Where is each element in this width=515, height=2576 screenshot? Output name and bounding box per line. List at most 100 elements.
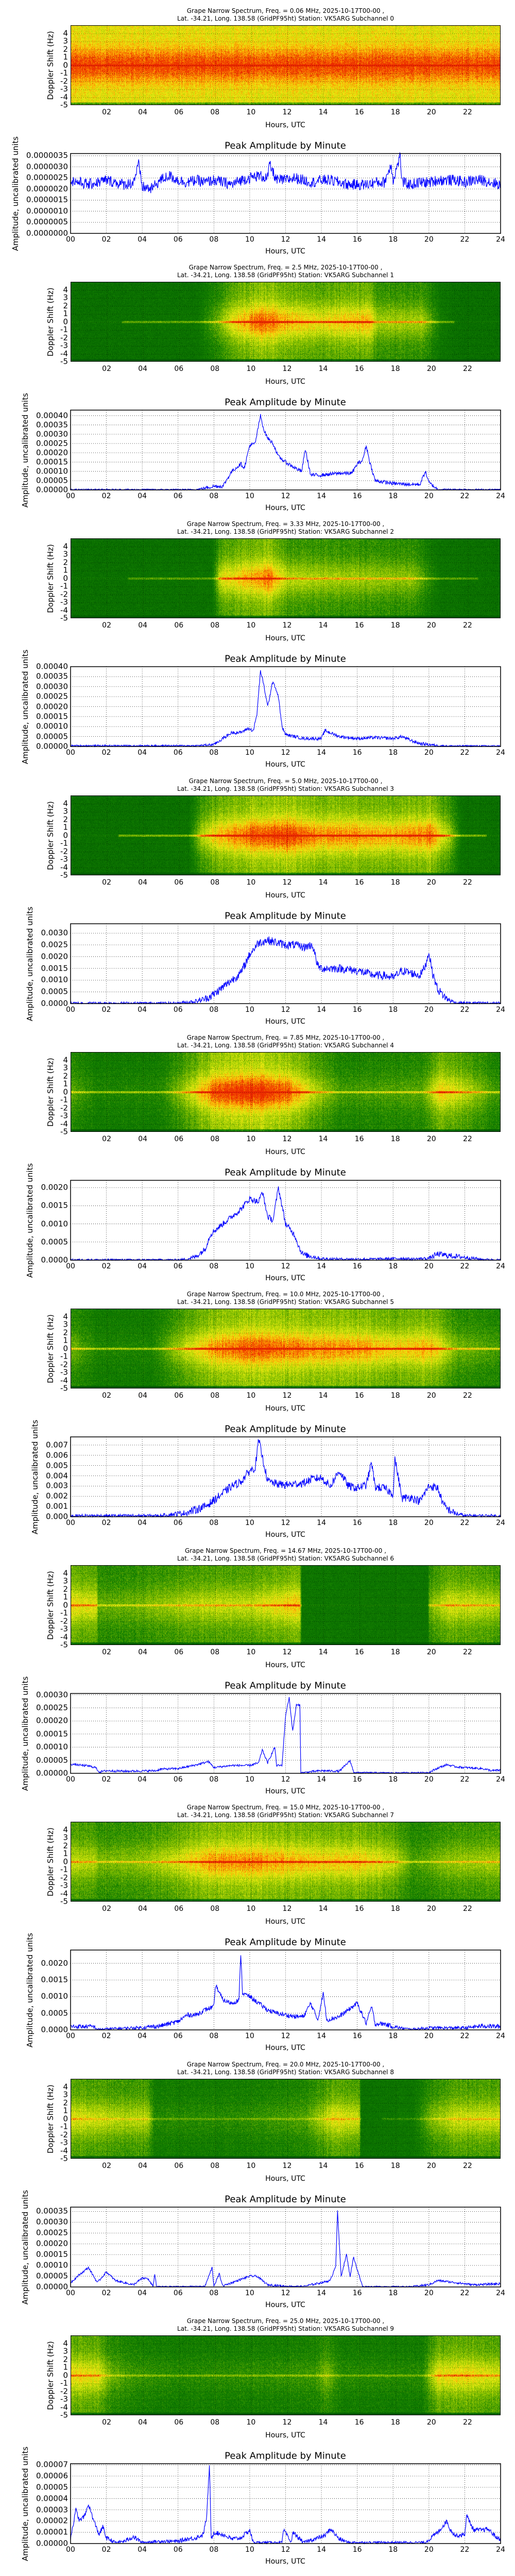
spectrogram-x-tick-label: 04 xyxy=(138,108,148,116)
spectrogram-y-tick-label: 4 xyxy=(63,2082,68,2091)
amplitude-x-tick-label: 04 xyxy=(138,749,147,757)
spectrogram-y-tick-label: 1 xyxy=(63,309,68,318)
spectrogram-x-tick-label: 16 xyxy=(354,1905,364,1913)
amplitude-plot-area xyxy=(70,2463,501,2545)
spectrogram-heatmap xyxy=(71,796,500,875)
spectrogram-x-tick-label: 18 xyxy=(390,365,400,373)
amplitude-x-tick-label: 08 xyxy=(209,235,219,244)
spectrogram-x-tick-label: 06 xyxy=(174,1648,184,1656)
amplitude-y-axis-label: Amplitude, uncalibrated units xyxy=(20,649,30,765)
spectrogram-x-tick-label: 14 xyxy=(318,1648,328,1656)
amplitude-y-tick-label: 0.00010 xyxy=(36,721,68,731)
amplitude-y-tick-label: 0.00005 xyxy=(36,732,68,741)
spectrogram-title: Grape Narrow Spectrum, Freq. = 0.06 MHz,… xyxy=(71,7,501,23)
amplitude-y-tick-label: 0.00025 xyxy=(36,2228,68,2238)
spectrogram-x-tick-label: 20 xyxy=(426,2418,436,2427)
spectrogram-x-tick-label: 16 xyxy=(354,108,364,116)
spectrogram-y-tick-label: 2 xyxy=(63,1071,68,1080)
amplitude-x-tick-label: 24 xyxy=(496,2289,505,2297)
spectrogram-x-tick-label: 08 xyxy=(210,1905,220,1913)
amplitude-x-tick-label: 04 xyxy=(138,235,147,244)
spectrogram-x-tick-label: 16 xyxy=(354,2418,364,2427)
spectrogram-x-tick-label: 14 xyxy=(318,2418,328,2427)
spectrogram-title-line1: Grape Narrow Spectrum, Freq. = 5.0 MHz, … xyxy=(188,777,383,785)
amplitude-x-tick-label: 18 xyxy=(388,2546,398,2554)
spectrogram-y-tick-label: -1 xyxy=(60,2378,68,2388)
spectrogram-y-tick-label: -4 xyxy=(60,862,68,872)
amplitude-y-axis-label: Amplitude, uncalibrated units xyxy=(20,1676,30,1791)
amplitude-x-tick-label: 10 xyxy=(245,749,254,757)
spectrogram-y-tick-label: 4 xyxy=(63,285,68,294)
spectrogram-y-tick-label: -1 xyxy=(60,1351,68,1361)
spectrogram-y-tick-label: -3 xyxy=(60,854,68,864)
amplitude-y-tick-label: 0.00030 xyxy=(36,682,68,691)
amplitude-x-tick-label: 02 xyxy=(101,492,111,500)
amplitude-x-tick-label: 22 xyxy=(460,1262,470,1270)
amplitude-chart-title: Peak Amplitude by Minute xyxy=(225,1937,346,1948)
amplitude-y-tick-label: 0.0005 xyxy=(41,987,68,996)
spectrogram-y-tick-label: -5 xyxy=(60,2154,68,2163)
spectrogram-y-axis-label: Doppler Shift (Hz) xyxy=(46,2084,55,2154)
spectrogram-y-tick-label: 2 xyxy=(63,1584,68,1594)
amplitude-y-tick-label: 0.0000035 xyxy=(26,150,68,160)
spectrogram-y-tick-label: -2 xyxy=(60,1103,68,1112)
spectrogram-x-tick-label: 10 xyxy=(246,1648,256,1656)
amplitude-x-tick-label: 14 xyxy=(317,1519,326,1527)
spectrogram-y-tick-label: 1 xyxy=(63,1335,68,1345)
amplitude-x-tick-label: 22 xyxy=(460,2546,470,2554)
amplitude-x-tick-label: 02 xyxy=(101,235,111,244)
amplitude-y-tick-label: 0.0020 xyxy=(41,1182,68,1192)
spectrogram-x-axis-label: Hours, UTC xyxy=(265,121,305,129)
spectrogram-grid xyxy=(71,282,500,361)
amplitude-y-tick-label: 0.00035 xyxy=(36,671,68,681)
spectrogram-y-tick-label: -4 xyxy=(60,92,68,101)
amplitude-x-axis-label: Hours, UTC xyxy=(265,1787,305,1795)
amplitude-y-tick-label: 0.00005 xyxy=(36,2271,68,2281)
spectrogram-y-tick-label: 3 xyxy=(63,36,68,46)
grape-panel: Grape Narrow Spectrum, Freq. = 25.0 MHz,… xyxy=(0,2310,515,2567)
amplitude-x-tick-label: 10 xyxy=(245,1262,254,1270)
spectrogram-x-tick-label: 10 xyxy=(246,621,256,630)
amplitude-x-axis-label: Hours, UTC xyxy=(265,1018,305,1026)
amplitude-x-tick-label: 08 xyxy=(209,749,219,757)
amplitude-x-tick-label: 18 xyxy=(388,492,398,500)
spectrogram-x-tick-label: 22 xyxy=(462,621,472,630)
spectrogram-title-line2: Lat. -34.21, Long. 138.58 (GridPF95ht) S… xyxy=(177,2325,394,2332)
amplitude-x-tick-label: 16 xyxy=(352,2032,362,2040)
amplitude-y-tick-label: 0.00010 xyxy=(36,2260,68,2270)
amplitude-x-tick-label: 00 xyxy=(66,1519,75,1527)
spectrogram-grid xyxy=(71,26,500,105)
spectrogram-x-tick-label: 12 xyxy=(282,1135,292,1143)
spectrogram-y-tick-label: 4 xyxy=(63,1055,68,1064)
spectrogram-y-tick-label: 0 xyxy=(63,573,68,583)
spectrogram-y-tick-label: -3 xyxy=(60,1111,68,1121)
spectrogram-x-tick-label: 08 xyxy=(210,1135,220,1143)
spectrogram-grid xyxy=(71,1309,500,1388)
amplitude-y-tick-label: 0.00030 xyxy=(36,429,68,439)
spectrogram-y-tick-label: -3 xyxy=(60,2138,68,2147)
amplitude-x-tick-label: 16 xyxy=(352,1775,362,1784)
spectrogram-x-tick-label: 02 xyxy=(102,365,111,373)
spectrogram-x-tick-label: 10 xyxy=(246,365,256,373)
amplitude-y-tick-label: 0.00030 xyxy=(36,1690,68,1700)
spectrogram-y-tick-label: -1 xyxy=(60,325,68,334)
spectrogram-x-tick-label: 12 xyxy=(282,365,292,373)
spectrogram-y-tick-label: -4 xyxy=(60,1632,68,1641)
spectrogram-y-tick-label: 2 xyxy=(63,1841,68,1850)
amplitude-x-tick-label: 06 xyxy=(173,1006,183,1014)
amplitude-x-tick-label: 04 xyxy=(138,492,147,500)
amplitude-x-tick-label: 20 xyxy=(424,1519,434,1527)
amplitude-plot-area xyxy=(70,1180,501,1262)
amplitude-y-tick-label: 0.00010 xyxy=(36,1742,68,1752)
amplitude-x-tick-label: 10 xyxy=(245,1519,254,1527)
spectrogram-title-line1: Grape Narrow Spectrum, Freq. = 25.0 MHz,… xyxy=(186,2317,385,2325)
amplitude-y-tick-label: 0.0010 xyxy=(41,1219,68,1229)
spectrogram-y-tick-label: -2 xyxy=(60,1873,68,1882)
spectrogram-x-tick-label: 04 xyxy=(138,2418,148,2427)
amplitude-x-tick-label: 00 xyxy=(66,2289,75,2297)
amplitude-x-tick-label: 00 xyxy=(66,2546,75,2554)
spectrogram-y-tick-label: 1 xyxy=(63,2362,68,2372)
spectrogram-x-tick-label: 18 xyxy=(390,108,400,116)
amplitude-x-tick-label: 02 xyxy=(101,749,111,757)
spectrogram-x-tick-label: 18 xyxy=(390,621,400,630)
